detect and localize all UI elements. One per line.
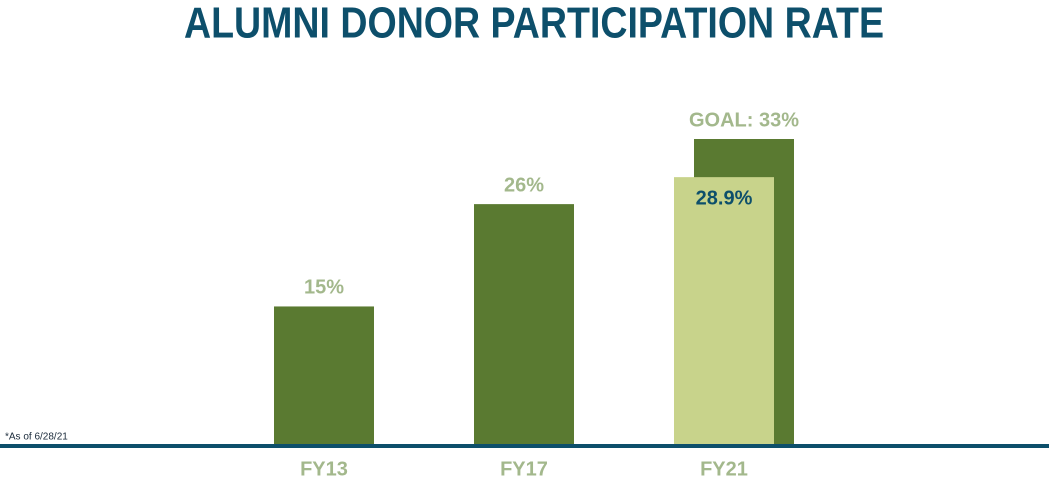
value-label: 28.9% [696,187,753,209]
value-label: 26% [504,174,544,196]
bar [274,306,374,446]
x-tick-label: FY13 [300,458,348,480]
x-tick-label: FY21 [700,458,748,480]
bar [674,177,774,446]
bar [474,204,574,446]
value-label: 15% [304,277,344,299]
value-label: GOAL: 33% [689,109,799,131]
chart-title: ALUMNI DONOR PARTICIPATION RATE [184,0,884,48]
footnote: *As of 6/28/21 [5,432,68,443]
x-tick-label: FY17 [500,458,548,480]
